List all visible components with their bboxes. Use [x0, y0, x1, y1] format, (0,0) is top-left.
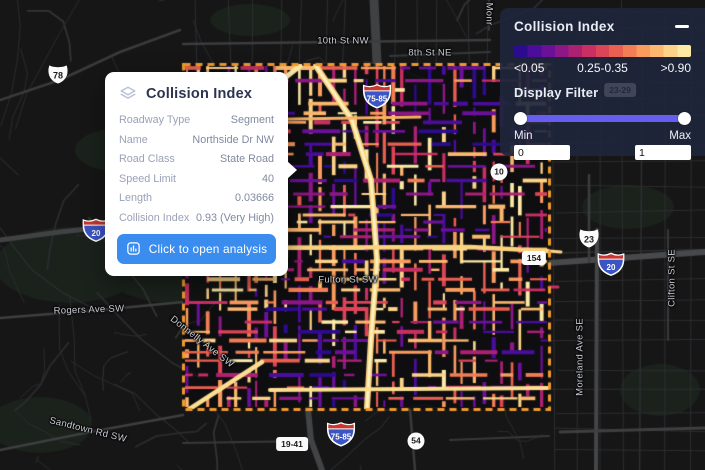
minus-icon — [675, 25, 689, 28]
street-label: 8th St NE — [408, 47, 452, 59]
popup-row-value: Northside Dr NW — [192, 133, 274, 146]
popup-row: Speed Limit 40 — [119, 173, 274, 185]
route-shield-23-29: 23-29 — [604, 83, 636, 97]
route-shield-10: 10 — [490, 163, 508, 181]
route-shield-154: 154 — [521, 251, 547, 265]
popup-row: Collision Index 0.93 (Very High) — [119, 212, 274, 224]
range-slider — [514, 111, 691, 125]
popup-row: Road Class State Road — [119, 153, 274, 165]
route-shield-75-85: 75-85 — [360, 84, 395, 109]
popup-row-value: State Road — [219, 153, 274, 165]
route-shield-75-85: 75-85 — [324, 422, 359, 447]
popup-rows: Roadway Type Segment Name Northside Dr NW Ro… — [117, 114, 276, 224]
popup-row-label: Name — [119, 133, 148, 146]
popup-title: Collision Index — [146, 86, 253, 102]
min-value-input[interactable] — [514, 145, 570, 160]
popup-header: Collision Index — [119, 85, 276, 103]
street-label: Moreland Ave SE — [574, 318, 586, 396]
street-label: Fulton St SW — [318, 274, 378, 286]
popup-row-value: 40 — [261, 172, 274, 185]
legend-tick-low: <0.05 — [514, 61, 545, 75]
open-analysis-button[interactable]: Click to open analysis — [117, 233, 276, 264]
analysis-chart-icon — [126, 241, 141, 256]
route-shield-54: 54 — [407, 432, 425, 450]
legend-ticks: <0.05 0.25-0.35 >0.90 — [514, 61, 691, 75]
popup-row-label: Length — [119, 192, 153, 204]
max-label: Max — [669, 130, 691, 142]
legend-gradient — [514, 45, 691, 57]
route-shield-19-41: 19-41 — [276, 437, 308, 451]
route-shield-78: 78 — [47, 64, 70, 85]
street-label: 10th St NW — [317, 35, 369, 47]
popup-arrow — [287, 161, 297, 179]
legend-title: Collision Index — [514, 19, 615, 34]
route-shield-23: 23 — [578, 228, 601, 249]
popup-row-value: 0.93 (Very High) — [195, 211, 274, 224]
popup-row: Length 0.03666 — [119, 192, 274, 204]
display-filter-title: Display Filter — [514, 85, 599, 100]
popup-row: Name Northside Dr NW — [119, 134, 274, 146]
min-label: Min — [514, 130, 533, 142]
route-shield-20: 20 — [597, 252, 625, 276]
popup-row-value: Segment — [230, 114, 274, 126]
legend-tick-high: >0.90 — [660, 61, 691, 75]
route-shield-20: 20 — [82, 218, 110, 242]
popup-row-label: Roadway Type — [119, 114, 191, 126]
popup-row-label: Collision Index — [119, 211, 190, 224]
collision-detail-popup: Collision Index Roadway Type Segment Name N… — [105, 72, 297, 276]
layers-icon — [119, 85, 137, 103]
slider-track[interactable] — [514, 115, 691, 122]
slider-handle-max[interactable] — [678, 111, 691, 125]
street-label: Monr — [483, 2, 495, 26]
popup-row-label: Road Class — [119, 153, 175, 165]
slider-handle-min[interactable] — [514, 111, 527, 125]
open-analysis-label: Click to open analysis — [148, 241, 268, 256]
legend-tick-mid: 0.25-0.35 — [577, 61, 628, 75]
popup-row-label: Speed Limit — [119, 172, 177, 185]
popup-row-value: 0.03666 — [234, 192, 274, 204]
street-label: Clifton St SE — [666, 249, 678, 307]
collapse-panel-button[interactable] — [673, 20, 691, 34]
popup-row: Roadway Type Segment — [119, 114, 274, 126]
legend-panel: Collision Index <0.05 0.25-0.35 >0.90 Di… — [500, 8, 705, 160]
max-value-input[interactable] — [635, 145, 691, 160]
